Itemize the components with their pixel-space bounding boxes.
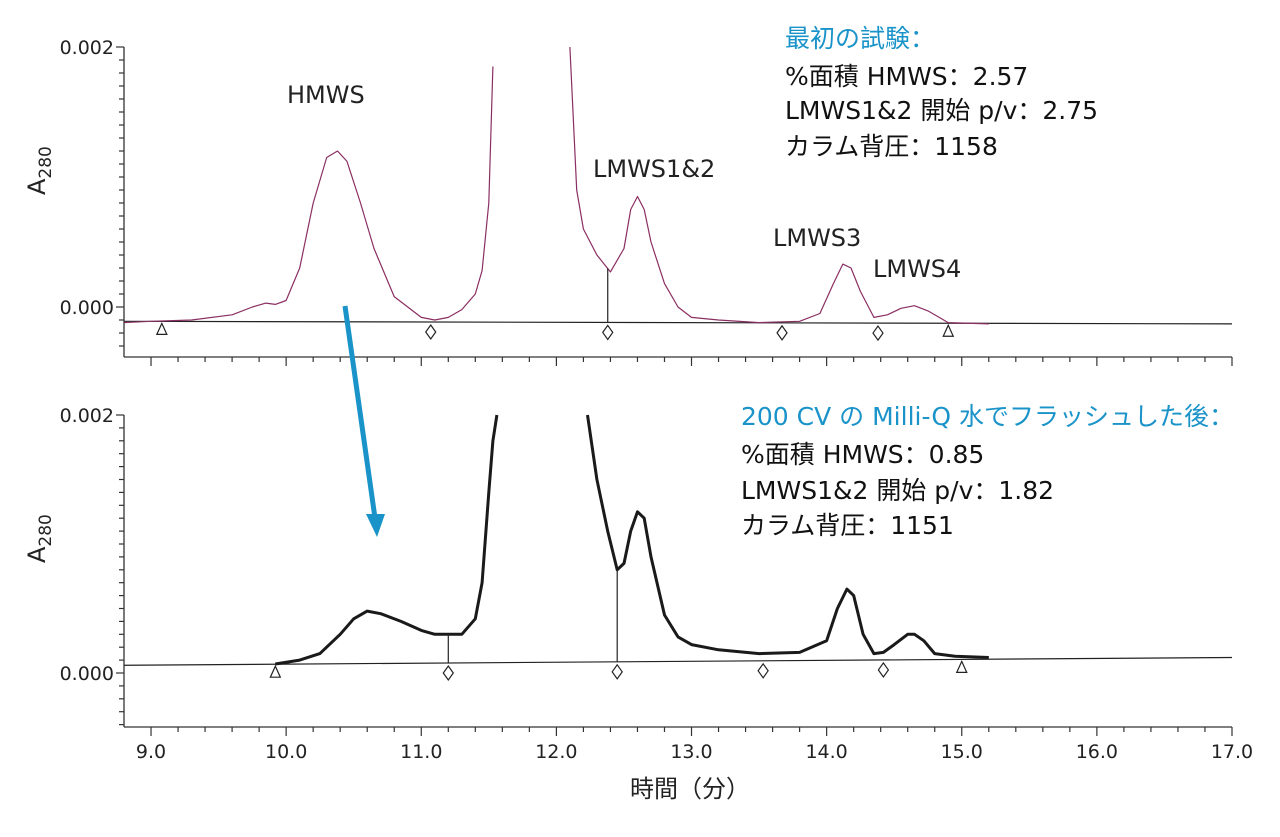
comparison-arrow (342, 305, 385, 537)
x-tick-label: 13.0 (670, 741, 712, 763)
bottom-y-axis-label: A280 (23, 514, 56, 563)
x-tick-label: 17.0 (1211, 741, 1253, 763)
bottom-diamond-marker (757, 662, 769, 679)
bottom-diamond-marker (877, 661, 890, 678)
bottom-y-axis-label-main: A (23, 546, 51, 563)
top-integration-baseline (123, 320, 1233, 325)
x-tick-label: 9.0 (136, 741, 166, 763)
bottom-info-line-3: カラム背圧：1151 (741, 511, 954, 540)
peak-label-lmws3: LMWS3 (773, 224, 861, 252)
bottom-x-tick-labels: 9.0 10.0 11.0 12.0 13.0 14.0 15.0 16.0 17.0 (136, 741, 1253, 763)
bottom-panel: 9.0 10.0 11.0 12.0 13.0 14.0 15.0 16.0 17.0 0.00… (23, 402, 1253, 803)
top-plot-area (123, 46, 1233, 342)
x-tick-label: 11.0 (400, 741, 442, 763)
top-info-heading: 最初の試験： (785, 24, 935, 53)
top-x-ticks (150, 357, 1233, 366)
top-diamond-marker (776, 324, 788, 341)
top-y-axis-label-main: A (23, 178, 51, 195)
top-panel: 0.002 0.000 A280 HMWS LMWS1&2 LMWS3 LMWS… (23, 24, 1233, 366)
bottom-trace-segment-3 (275, 414, 499, 666)
top-ytick-label-high: 0.002 (60, 37, 114, 59)
x-axis-label: 時間（分） (630, 775, 750, 803)
bottom-info-heading: 200 CV の Milli-Q 水でフラッシュした後： (741, 402, 1234, 431)
top-info-line-1: %面積 HMWS：2.57 (785, 62, 1028, 91)
bottom-trace-segment-4 (586, 414, 989, 659)
x-tick-label: 10.0 (265, 741, 307, 763)
bottom-integration-baseline (123, 656, 1233, 666)
bottom-y-axis-label-sub: 280 (36, 514, 56, 546)
top-info-line-2: LMWS1&2 開始 p/v：2.75 (785, 96, 1098, 125)
bottom-triangle-marker (269, 664, 282, 678)
bottom-ytick-label-high: 0.002 (60, 405, 114, 427)
top-triangle-marker (942, 323, 955, 337)
top-diamond-marker (872, 325, 884, 342)
top-ytick-label-zero: 0.000 (60, 297, 114, 319)
peak-label-lmws4: LMWS4 (873, 255, 961, 283)
bottom-diamond-marker (442, 664, 455, 682)
peak-label-lmws1-2: LMWS1&2 (593, 155, 715, 183)
x-tick-label: 14.0 (805, 741, 847, 763)
x-tick-label: 15.0 (941, 741, 983, 763)
bottom-info-line-2: LMWS1&2 開始 p/v：1.82 (741, 476, 1054, 505)
bottom-triangle-marker (955, 659, 968, 674)
peak-label-hmws: HMWS (287, 81, 365, 109)
x-tick-label: 16.0 (1076, 741, 1118, 763)
bottom-info-line-1: %面積 HMWS：0.85 (741, 440, 984, 469)
top-trace-segment-2 (569, 46, 989, 325)
top-triangle-marker (155, 321, 168, 335)
bottom-y-ticks (116, 414, 124, 726)
top-trace-segment-1 (123, 66, 494, 324)
top-diamond-marker (424, 323, 437, 341)
top-y-axis-label-sub: 280 (36, 146, 56, 178)
top-y-ticks (116, 46, 124, 347)
top-diamond-marker (601, 324, 614, 341)
top-info-line-3: カラム背圧：1158 (785, 132, 998, 161)
bottom-diamond-marker (611, 663, 623, 680)
top-y-axis-label: A280 (23, 146, 56, 195)
comparison-arrow-head (366, 514, 385, 537)
bottom-plot-area (123, 414, 1233, 682)
comparison-arrow-shaft (342, 305, 378, 519)
bottom-x-ticks (150, 727, 1233, 736)
x-tick-label: 12.0 (535, 741, 577, 763)
bottom-ytick-label-zero: 0.000 (60, 663, 114, 685)
